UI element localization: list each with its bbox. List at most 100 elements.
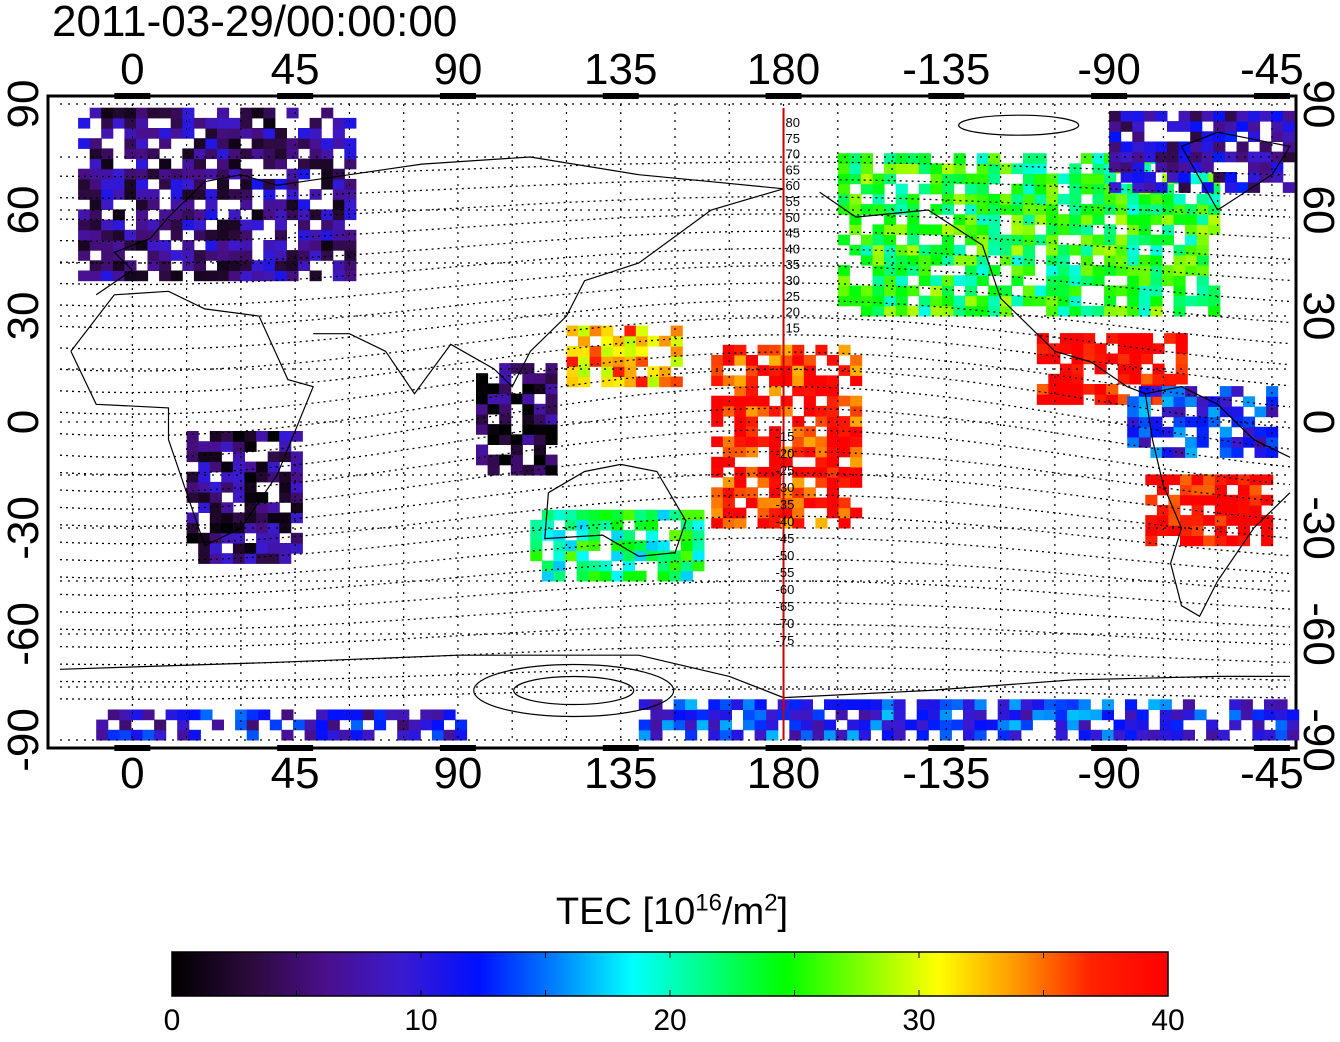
tec-cell	[186, 492, 199, 503]
tec-cell	[1009, 719, 1022, 731]
tec-cell	[124, 117, 137, 129]
tec-cell	[1201, 141, 1214, 153]
tec-cell	[499, 363, 512, 374]
tec-cell	[159, 260, 172, 271]
tec-cell	[930, 244, 943, 256]
tec-cell	[198, 553, 211, 564]
tec-cell	[1254, 426, 1267, 438]
tec-cell	[918, 224, 931, 236]
tec-cell	[893, 719, 906, 731]
tec-cell	[792, 497, 805, 509]
tec-cell	[918, 183, 931, 195]
tec-cell	[1034, 204, 1047, 215]
tec-cell	[1196, 204, 1209, 215]
tec-cell	[659, 366, 672, 377]
tec-cell	[332, 270, 345, 282]
right-latitude-tick: -30	[1294, 496, 1340, 560]
tec-cell	[1282, 151, 1295, 163]
tec-cell	[624, 366, 637, 377]
tec-cell	[1261, 474, 1274, 486]
tec-cell	[107, 729, 120, 741]
tec-cell	[1032, 699, 1045, 710]
tec-cell	[545, 383, 558, 395]
tec-cell	[1148, 729, 1161, 741]
contour-label: -15	[776, 429, 795, 444]
tec-cell	[953, 254, 966, 266]
tec-cell	[634, 519, 647, 531]
tec-cell	[274, 229, 287, 241]
tec-cell	[860, 204, 873, 215]
tec-cell	[837, 285, 850, 297]
tec-cell	[1259, 151, 1272, 163]
tec-cell	[298, 128, 311, 139]
tec-cell	[198, 543, 211, 554]
tec-cell	[766, 729, 779, 741]
tec-cell	[1224, 131, 1237, 142]
tec-cell	[332, 260, 345, 271]
tec-cell	[850, 405, 863, 417]
left-latitude-tick: -60	[0, 602, 48, 666]
tec-cell	[240, 128, 253, 139]
bottom-longitude-tick: -45	[1240, 749, 1304, 798]
tec-cell	[1069, 295, 1082, 307]
tec-cell	[78, 219, 91, 231]
tec-cell	[1023, 234, 1036, 246]
tec-cell	[1129, 373, 1142, 385]
tec-cell	[1048, 353, 1061, 365]
tec-cell	[976, 153, 989, 164]
tec-cell	[719, 729, 732, 741]
tec-cell	[1161, 183, 1174, 195]
tec-cell	[837, 193, 850, 205]
tec-cell	[332, 219, 345, 231]
tec-cell	[1011, 224, 1024, 236]
tec-cell	[976, 173, 989, 185]
tec-cell	[976, 275, 989, 286]
tec-cell	[872, 275, 885, 286]
tec-cell	[578, 356, 591, 367]
tec-cell	[136, 168, 149, 180]
tec-cell	[553, 560, 566, 572]
tec-cell	[754, 729, 767, 741]
tec-cell	[1011, 275, 1024, 286]
tec-cell	[228, 117, 241, 129]
tec-cell	[304, 729, 317, 741]
tec-cell	[1190, 131, 1203, 142]
tec-cell	[745, 416, 758, 427]
tec-cell	[170, 168, 183, 180]
tec-cell	[147, 199, 160, 210]
tec-cell	[974, 699, 987, 710]
magnetic-latitude-contour	[59, 265, 1291, 307]
tec-cell	[221, 431, 234, 442]
tec-cell	[263, 260, 276, 271]
tec-cell	[884, 275, 897, 286]
tec-cell	[731, 699, 744, 710]
tec-cell	[1055, 699, 1068, 710]
tec-cell	[1185, 265, 1198, 276]
tec-cell	[1240, 709, 1253, 721]
tec-cell	[1138, 437, 1151, 448]
tec-cell	[350, 709, 363, 721]
tec-cell	[986, 719, 999, 731]
tec-cell	[769, 355, 782, 366]
tec-cell	[332, 168, 345, 180]
contour-label: -65	[776, 599, 795, 614]
tec-cell	[988, 173, 1001, 185]
tec-cell	[1226, 474, 1239, 486]
tec-cell	[533, 424, 546, 435]
tec-cell	[1057, 173, 1070, 185]
tec-cell	[895, 244, 908, 256]
tec-cell	[124, 260, 137, 271]
tec-cell	[228, 189, 241, 200]
tec-cell	[757, 507, 770, 519]
tec-cell	[321, 240, 334, 251]
tec-cell	[193, 270, 206, 282]
tec-cell	[838, 344, 851, 356]
tec-cell	[1191, 505, 1204, 516]
tec-cell	[792, 507, 805, 519]
tec-cell	[522, 373, 535, 384]
tec-cell	[870, 699, 883, 710]
tec-cell	[1178, 182, 1191, 193]
tec-cell	[1208, 204, 1221, 215]
tec-cell	[578, 325, 591, 337]
tec-cell	[193, 138, 206, 149]
